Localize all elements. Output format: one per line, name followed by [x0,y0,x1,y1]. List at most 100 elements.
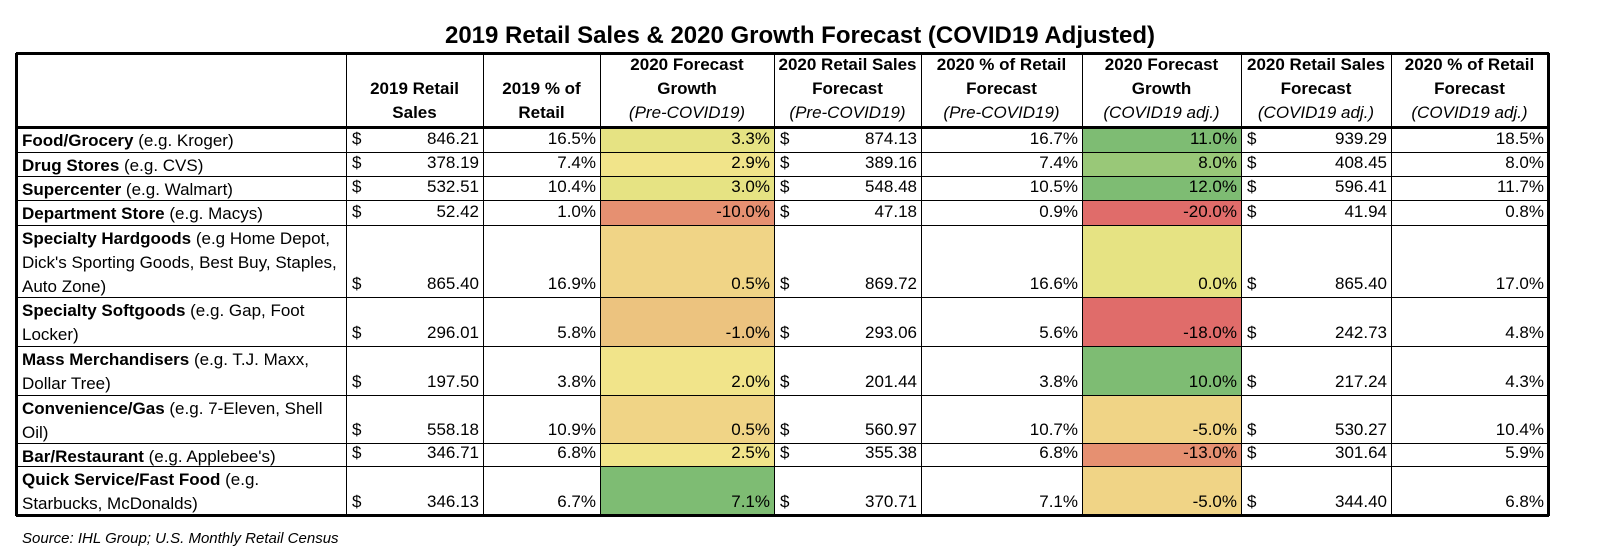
value: 17.0% [1495,274,1544,293]
sales-forecast-pre-covid-cell: $869.72 [774,225,921,297]
currency-symbol: $ [352,177,362,196]
value: 201.44 [865,372,917,391]
currency-symbol: $ [780,129,790,148]
column-header-sublabel: (Pre-COVID19) [943,103,1060,122]
value: 11.0% [1190,129,1237,148]
value: 11.7% [1497,177,1544,196]
column-gridline [600,53,601,516]
sales-forecast-pre-covid-cell: $874.13 [774,127,921,152]
column-gridline [774,53,775,516]
pct-forecast-pre-covid-cell: 6.8% [921,443,1082,466]
value: 10.9% [547,420,596,439]
sales-forecast-covid-adj-cell: $217.24 [1241,346,1391,395]
growth-covid-adj-cell: -18.0% [1082,297,1241,346]
column-header-text: 2019 % of Retail [485,77,598,125]
pct-2019-cell: 16.5% [483,127,600,152]
value: 197.50 [427,372,479,391]
value: 7.1% [1039,492,1078,511]
sales-2019-cell: $346.13 [346,466,483,515]
currency-symbol: $ [780,177,790,196]
row-label: Bar/Restaurant (e.g. Applebee's) [16,443,346,466]
pct-forecast-covid-adj-cell: 11.7% [1391,176,1548,200]
value: 7.1% [731,492,770,511]
value: 344.40 [1335,492,1387,511]
pct-forecast-covid-adj-cell: 4.3% [1391,346,1548,395]
column-header-sublabel: (COVID19 adj.) [1257,103,1375,122]
row-gridline [16,176,1549,177]
sales-forecast-pre-covid-cell: $370.71 [774,466,921,515]
value: 378.19 [427,153,479,172]
sales-2019-cell: $865.40 [346,225,483,297]
currency-symbol: $ [780,274,790,293]
growth-pre-covid-cell: 2.5% [600,443,774,466]
growth-pre-covid-cell: 3.3% [600,127,774,152]
column-gridline [921,53,922,516]
value: 12.0% [1188,177,1237,196]
value: 47.18 [874,202,917,221]
value: 8.0% [1505,153,1544,172]
sales-forecast-pre-covid-cell: $560.97 [774,395,921,443]
growth-pre-covid-cell: 3.0% [600,176,774,200]
column-header-label: 2019 % of Retail [502,79,581,122]
column-header-sublabel: (COVID19 adj.) [1103,103,1220,122]
row-label: Convenience/Gas (e.g. 7-Eleven, Shell Oi… [16,395,346,443]
column-header [16,53,346,127]
value: 52.42 [436,202,479,221]
growth-covid-adj-cell: -5.0% [1082,466,1241,515]
pct-forecast-pre-covid-cell: 10.7% [921,395,1082,443]
category-name: Department Store [22,204,165,223]
row-label: Food/Grocery (e.g. Kroger) [16,127,346,152]
column-header: 2019 % of Retail [483,53,600,127]
sales-forecast-pre-covid-cell: $293.06 [774,297,921,346]
growth-pre-covid-cell: 7.1% [600,466,774,515]
row-label: Drug Stores (e.g. CVS) [16,152,346,176]
value: 3.0% [731,177,770,196]
value: 532.51 [427,177,479,196]
value: 874.13 [865,129,917,148]
value: 530.27 [1335,420,1387,439]
column-gridline [1082,53,1083,516]
row-gridline [16,466,1549,467]
growth-pre-covid-cell: 0.5% [600,225,774,297]
pct-forecast-covid-adj-cell: 4.8% [1391,297,1548,346]
sales-forecast-pre-covid-cell: $355.38 [774,443,921,466]
value: 4.3% [1505,372,1544,391]
row-label: Specialty Softgoods (e.g. Gap, Foot Lock… [16,297,346,346]
column-gridline [346,53,347,516]
sales-forecast-covid-adj-cell: $242.73 [1241,297,1391,346]
column-gridline [483,53,484,516]
currency-symbol: $ [352,129,362,148]
value: 16.6% [1029,274,1078,293]
pct-forecast-covid-adj-cell: 5.9% [1391,443,1548,466]
value: 0.5% [731,274,770,293]
currency-symbol: $ [780,202,790,221]
row-gridline [16,297,1549,298]
growth-covid-adj-cell: 11.0% [1082,127,1241,152]
pct-forecast-pre-covid-cell: 3.8% [921,346,1082,395]
value: 5.6% [1039,323,1078,342]
value: 2.9% [731,153,770,172]
value: 10.4% [1495,420,1544,439]
pct-2019-cell: 16.9% [483,225,600,297]
value: 346.13 [427,492,479,511]
currency-symbol: $ [1247,153,1257,172]
pct-forecast-covid-adj-cell: 8.0% [1391,152,1548,176]
column-header-label: 2020 % of Retail Forecast [1404,55,1535,98]
pct-2019-cell: 6.7% [483,466,600,515]
column-header-label: 2020 Retail Sales Forecast [1247,55,1385,98]
growth-pre-covid-cell: -1.0% [600,297,774,346]
value: 558.18 [427,420,479,439]
sales-2019-cell: $197.50 [346,346,483,395]
value: 3.3% [731,129,770,148]
growth-pre-covid-cell: 0.5% [600,395,774,443]
row-gridline [16,200,1549,201]
value: 6.8% [1039,443,1078,462]
sales-forecast-pre-covid-cell: $47.18 [774,200,921,225]
row-label: Quick Service/Fast Food (e.g. Starbucks,… [16,466,346,515]
value: 370.71 [865,492,917,511]
value: 8.0% [1198,153,1237,172]
column-header-label: 2019 Retail Sales [370,79,459,122]
column-gridline [1391,53,1392,516]
currency-symbol: $ [1247,177,1257,196]
currency-symbol: $ [352,274,362,293]
